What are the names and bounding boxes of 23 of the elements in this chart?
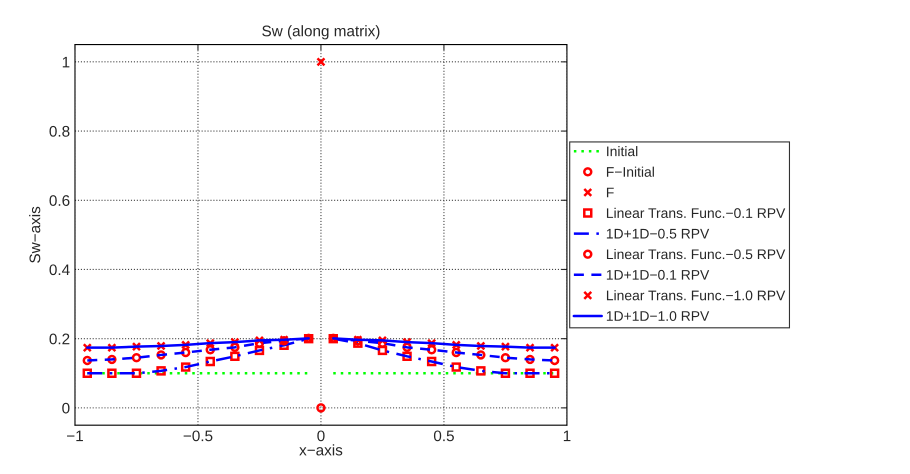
legend-label: 1D+1D−0.1 RPV [606,270,710,280]
y-axis-title: Sw−axis [29,206,40,263]
legend-label: Linear Trans. Func.−0.5 RPV [606,248,786,260]
chart-title: Sw (along matrix) [262,25,380,40]
y-tick-label: 0.8 [49,126,70,137]
x-tick-label: 0 [317,430,325,442]
y-tick-label: 1 [62,56,70,68]
legend-label: F [606,188,614,198]
x-tick-label: −1 [67,430,83,442]
legend-label: F−Initial [606,166,654,177]
legend-label: Initial [607,146,638,156]
legend-label: Linear Trans. Func.−0.1 RPV [606,208,786,218]
y-tick-label: 0.6 [49,195,70,206]
y-tick-label: 0.4 [49,264,70,276]
legend-label: 1D+1D−0.5 RPV [606,228,710,239]
y-tick-label: 0 [62,402,70,414]
legend-label: 1D+1D−1.0 RPV [606,311,710,321]
x-tick-label: 0.5 [434,430,454,442]
x-tick-label: 1 [564,430,570,442]
y-tick-label: 0.2 [49,334,70,344]
x-axis-title: x−axis [299,444,342,456]
x-tick-label: −0.5 [184,430,212,442]
legend-label: Linear Trans. Func.−1.0 RPV [606,290,786,300]
